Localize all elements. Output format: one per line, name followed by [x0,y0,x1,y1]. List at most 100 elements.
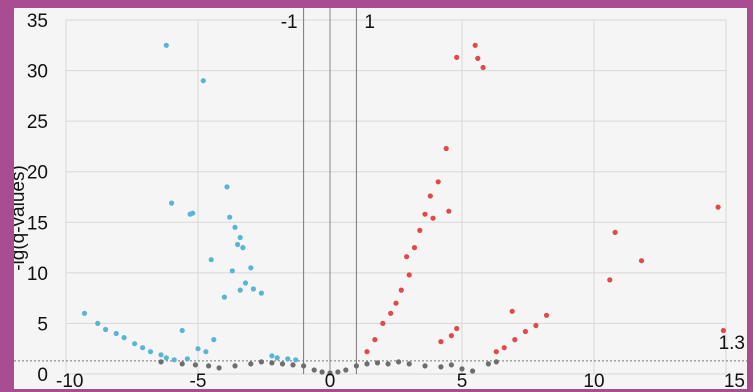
y-tick-label: 30 [27,62,48,83]
down-point [200,78,206,84]
up-point [448,333,454,339]
down-point [293,357,299,363]
down-point [237,287,243,293]
down-point [81,310,88,316]
down-point [240,245,246,251]
not_significant-point [311,367,317,373]
down-point [113,330,119,337]
not_significant-point [470,368,476,374]
down-point [171,357,177,363]
not_significant-point [258,359,264,365]
down-point [179,327,185,334]
not_significant-point [485,361,491,367]
up-point [454,54,460,61]
x-tick-label: 10 [583,371,604,389]
not_significant-point [192,362,198,368]
q-threshold-label: 1.3 [719,333,745,354]
not_significant-point [248,361,254,367]
down-point [237,234,243,241]
up-point [411,245,418,251]
up-point [364,349,370,355]
up-point [543,312,550,318]
up-point [607,277,613,283]
not_significant-point [269,360,275,366]
up-point [501,345,507,351]
x-tick-label: -5 [190,371,207,389]
not_significant-point [232,363,238,369]
down-point [140,345,146,351]
not_significant-point [438,364,444,370]
down-point [158,352,164,358]
down-point [227,214,233,220]
data-points [81,42,727,376]
down-point [211,337,217,343]
down-point [195,346,201,352]
up-point [533,322,539,329]
down-point [250,286,256,292]
up-point [638,258,645,264]
down-point [242,280,249,286]
not_significant-point [422,363,428,369]
down-point [248,265,254,271]
up-point [417,227,423,233]
down-point [132,341,138,347]
up-point [398,287,404,293]
up-point [393,300,399,306]
up-point [427,193,433,199]
down-point [274,355,280,361]
up-point [509,308,515,314]
not_significant-point [319,369,325,375]
not_significant-point [327,370,333,376]
not_significant-point [343,367,349,373]
y-tick-label: 10 [27,264,48,285]
y-tick-label: 0 [37,365,48,386]
y-tick-label: 25 [27,112,48,133]
down-point [232,224,238,230]
up-point [438,339,444,345]
x-tick-label: 0 [325,371,336,389]
down-point [169,200,175,206]
down-point [235,241,241,248]
up-point [512,337,518,343]
down-point [163,42,169,48]
grid-lines [65,19,727,375]
up-point [480,64,486,71]
not_significant-point [385,361,391,367]
not_significant-point [335,369,341,375]
up-point [715,204,721,210]
up-point [380,320,386,326]
up-point [435,179,441,185]
up-point [430,215,436,221]
y-tick-label: 20 [27,163,48,184]
plot-frame: -1 1 1.3 -10 -5 0 5 10 15 0 5 10 15 20 25 30 35 -lg(q-v… [14,8,747,389]
up-point [475,55,481,62]
not_significant-point [493,359,499,365]
down-point [203,349,209,355]
down-point [103,326,109,333]
not_significant-point [290,362,296,368]
up-point [388,310,394,316]
x-tick-label: 15 [724,371,745,389]
not_significant-point [279,361,286,367]
down-point [163,355,169,361]
not_significant-point [364,361,370,367]
up-point [720,327,727,334]
down-point [229,268,235,274]
volcano-plot: -1 1 1.3 -10 -5 0 5 10 15 0 5 10 15 20 25 30 35 -lg(q-v… [14,8,747,389]
up-point [454,325,460,332]
up-point [406,272,412,278]
y-tick-label: 15 [27,213,48,234]
y-tick-label: 35 [27,11,48,32]
not_significant-point [459,366,465,372]
down-point [224,184,230,190]
not_significant-point [216,365,222,371]
down-point [147,349,154,355]
down-point [269,353,275,359]
x-tick-label: 5 [457,371,468,389]
not_significant-point [301,363,307,369]
down-point [221,294,227,300]
y-tick-label: 5 [37,314,48,335]
not_significant-point [206,363,212,369]
up-point [612,229,618,235]
fold-change-label: 1 [364,12,375,33]
